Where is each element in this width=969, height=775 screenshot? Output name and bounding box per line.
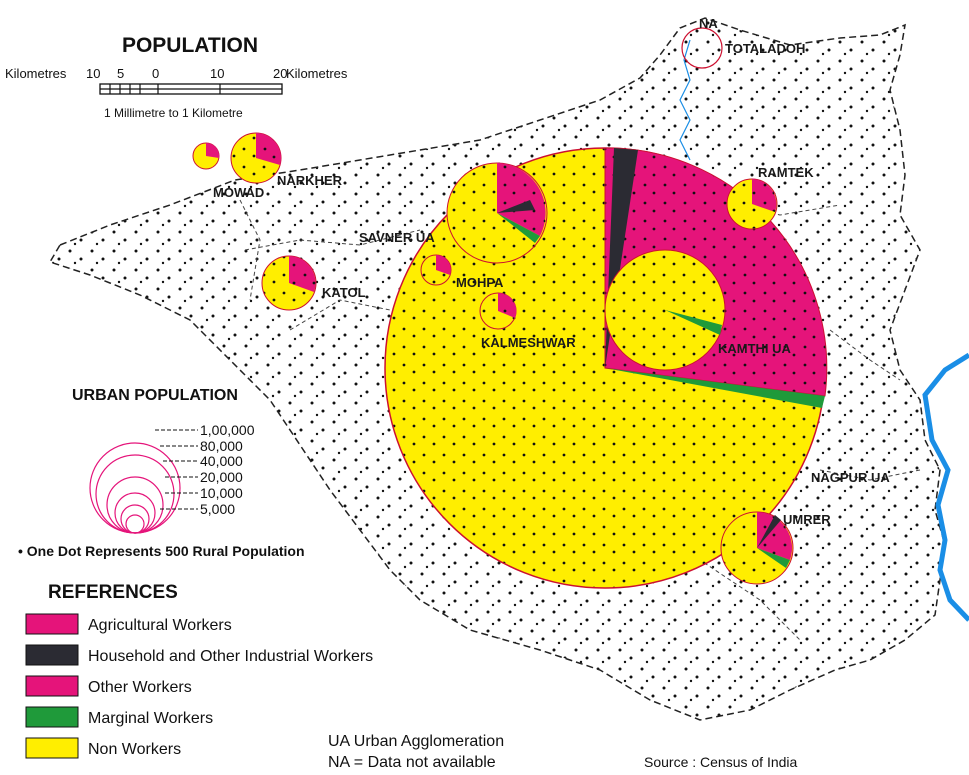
mohpa-symbol bbox=[420, 254, 452, 286]
reference-swatch-3 bbox=[25, 706, 79, 728]
svg-text:1,00,000: 1,00,000 bbox=[200, 422, 255, 438]
svg-text:20: 20 bbox=[273, 66, 287, 81]
kalmeshwar-symbol bbox=[479, 292, 517, 330]
svg-text:MOWAD: MOWAD bbox=[213, 185, 264, 200]
svg-text:SAVNER UA: SAVNER UA bbox=[359, 230, 435, 245]
mowad-symbol bbox=[192, 142, 220, 170]
svg-text:10: 10 bbox=[86, 66, 100, 81]
svg-text:URBAN POPULATION: URBAN POPULATION bbox=[72, 387, 238, 404]
reference-label-2: Other Workers bbox=[88, 679, 192, 696]
dot-note: • One Dot Represents 500 Rural Populatio… bbox=[18, 543, 305, 559]
svg-text:MOHPA: MOHPA bbox=[456, 275, 504, 290]
svg-text:10,000: 10,000 bbox=[200, 485, 243, 501]
totaladoh-symbol bbox=[681, 27, 723, 69]
svg-text:TOTALADOH: TOTALADOH bbox=[725, 41, 805, 56]
savner-ua-symbol bbox=[446, 162, 548, 264]
svg-text:1 Millimetre to 1 Kilometre: 1 Millimetre to 1 Kilometre bbox=[104, 106, 243, 120]
katol-symbol bbox=[261, 255, 317, 311]
urban-population-legend: URBAN POPULATION 1,00,000 80,000 40,000 … bbox=[72, 387, 255, 534]
reference-label-0: Agricultural Workers bbox=[88, 617, 232, 634]
source-note: Source : Census of India bbox=[644, 754, 798, 770]
svg-text:RAMTEK: RAMTEK bbox=[758, 165, 814, 180]
svg-text:Kilometres: Kilometres bbox=[286, 66, 348, 81]
river-north bbox=[679, 39, 691, 161]
references-legend: REFERENCES Agricultural Workers Household… bbox=[25, 582, 373, 759]
svg-text:NARKHER: NARKHER bbox=[277, 173, 343, 188]
svg-text:KAMTHI UA: KAMTHI UA bbox=[718, 341, 792, 356]
svg-text:KATOL: KATOL bbox=[322, 285, 366, 300]
svg-text:NA: NA bbox=[699, 16, 718, 31]
reference-label-1: Household and Other Industrial Workers bbox=[88, 648, 373, 665]
svg-text:40,000: 40,000 bbox=[200, 453, 243, 469]
svg-text:0: 0 bbox=[152, 66, 159, 81]
svg-text:80,000: 80,000 bbox=[200, 438, 243, 454]
reference-label-4: Non Workers bbox=[88, 741, 181, 758]
svg-text:5: 5 bbox=[117, 66, 124, 81]
ua-note: UA Urban Agglomeration bbox=[328, 733, 504, 750]
svg-text:KALMESHWAR: KALMESHWAR bbox=[481, 335, 576, 350]
reference-swatch-1 bbox=[25, 644, 79, 666]
kamthi-ua-symbol bbox=[604, 249, 726, 371]
svg-text:Kilometres: Kilometres bbox=[5, 66, 67, 81]
reference-swatch-4 bbox=[25, 737, 79, 759]
svg-text:UMRER: UMRER bbox=[783, 512, 831, 527]
narkher-symbol bbox=[230, 132, 282, 184]
map-title: POPULATION bbox=[122, 34, 258, 57]
svg-text:20,000: 20,000 bbox=[200, 469, 243, 485]
scale-bar: Kilometres Kilometres 10 5 0 10 20 1 Mil… bbox=[5, 66, 348, 120]
svg-text:5,000: 5,000 bbox=[200, 501, 235, 517]
umrer-symbol bbox=[720, 511, 794, 585]
river-east bbox=[922, 352, 969, 622]
svg-text:NAGPUR UA: NAGPUR UA bbox=[811, 470, 890, 485]
svg-text:10: 10 bbox=[210, 66, 224, 81]
reference-swatch-2 bbox=[25, 675, 79, 697]
reference-label-3: Marginal Workers bbox=[88, 710, 213, 727]
reference-swatch-0 bbox=[25, 613, 79, 635]
na-note: NA = Data not available bbox=[328, 754, 496, 771]
ramtek-symbol bbox=[726, 178, 778, 230]
svg-text:REFERENCES: REFERENCES bbox=[48, 582, 178, 603]
place-labels: NA TOTALADOH RAMTEK NARKHER MOWAD SAVNER… bbox=[213, 16, 890, 527]
